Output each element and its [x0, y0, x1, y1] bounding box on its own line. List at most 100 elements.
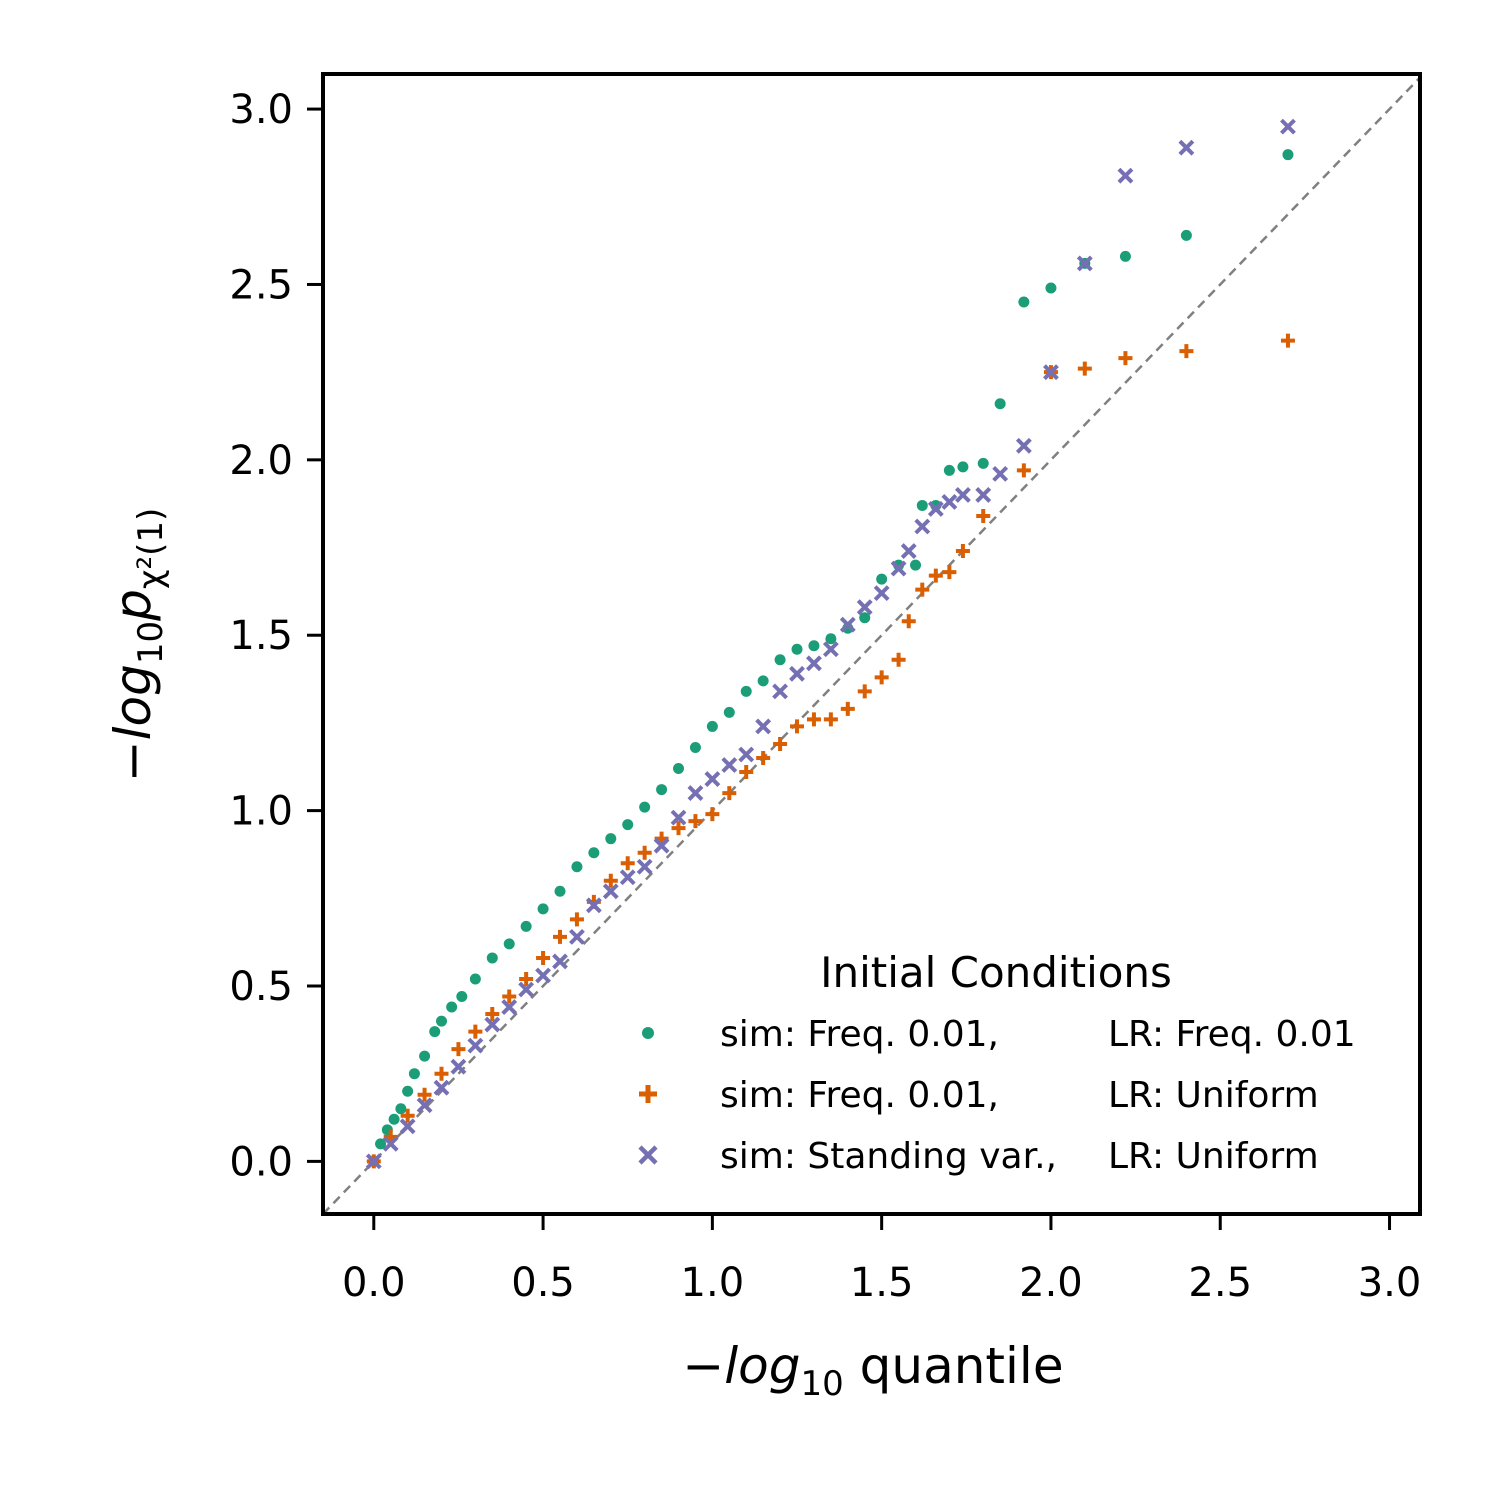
series-3-point-30 [856, 599, 873, 616]
series-1-point-45 [994, 398, 1006, 410]
series-3-point-11 [535, 967, 551, 984]
series-1-point-4 [388, 1113, 400, 1125]
series-3-point-35 [927, 501, 944, 517]
series-1-point-28 [723, 706, 735, 718]
series-3-point-3 [399, 1118, 416, 1135]
series-1-point-22 [622, 819, 634, 831]
series-1-point-11 [446, 1001, 458, 1013]
series-1-point-26 [689, 741, 701, 753]
x-tick-label-2: 0.5 [511, 1260, 575, 1306]
series-2-point-19 [671, 821, 686, 836]
series-2-point-13 [569, 912, 584, 927]
y-tick-label-5: 2.0 [229, 438, 293, 484]
series-3-point-34 [914, 518, 931, 535]
series-2-point-17 [637, 845, 652, 860]
legend-entry-3-lr: LR: Uniform [1108, 1136, 1319, 1177]
series-1-point-31 [774, 654, 786, 666]
series-2-point-32 [891, 652, 906, 667]
series-1-group [368, 149, 1294, 1167]
legend-entry-3-sim: sim: Standing var., [720, 1136, 1057, 1177]
series-2-point-38 [976, 508, 991, 523]
series-2-point-29 [840, 701, 855, 716]
series-3-point-2 [382, 1135, 399, 1152]
series-3-point-16 [619, 869, 636, 886]
series-2-point-36 [942, 565, 957, 580]
series-3-group [365, 118, 1296, 1170]
series-2-point-8 [485, 1007, 500, 1022]
series-2-point-44 [1280, 333, 1295, 348]
series-3-point-37 [955, 487, 971, 503]
series-1-point-49 [1119, 250, 1131, 262]
series-3-point-33 [900, 543, 917, 559]
series-3-point-5 [433, 1079, 450, 1096]
series-1-point-18 [554, 885, 566, 897]
series-1-point-36 [859, 612, 871, 624]
series-1-point-9 [429, 1026, 441, 1038]
series-1-point-43 [957, 461, 969, 473]
series-2-point-12 [553, 929, 568, 944]
series-1-point-50 [1180, 229, 1192, 241]
series-1-point-40 [916, 499, 928, 511]
series-1-point-33 [808, 640, 820, 652]
series-3-point-31 [873, 585, 890, 602]
series-2-point-6 [451, 1042, 466, 1057]
x-tick-label-3: 1.0 [681, 1260, 745, 1306]
series-2-point-15 [603, 873, 618, 888]
series-2-point-24 [756, 751, 771, 765]
legend-marker-plus [639, 1085, 657, 1103]
series-2-point-35 [928, 568, 943, 583]
series-3-point-44 [1178, 139, 1195, 156]
series-1-point-19 [571, 861, 583, 873]
series-1-point-30 [757, 675, 769, 687]
series-2-point-27 [806, 712, 821, 727]
series-3-point-4 [416, 1097, 433, 1114]
series-1-point-21 [605, 833, 617, 845]
series-3-point-15 [602, 883, 619, 900]
series-2-point-34 [915, 582, 930, 597]
series-3-point-1 [365, 1153, 382, 1170]
series-3-point-18 [653, 837, 670, 854]
y-tick-label-1: 0.0 [229, 1139, 293, 1185]
series-3-point-38 [975, 487, 992, 503]
series-2-point-39 [1016, 463, 1031, 478]
series-2-point-30 [857, 684, 872, 699]
series-3-point-14 [585, 897, 602, 914]
series-1-point-46 [1018, 296, 1030, 308]
series-3-point-13 [569, 928, 585, 945]
series-3-point-39 [992, 465, 1009, 482]
series-2-point-43 [1179, 344, 1194, 359]
legend-entry-1-sim: sim: Freq. 0.01, [720, 1014, 999, 1055]
y-axis-label: −log10pχ²(1) [104, 508, 171, 783]
x-axis-ticks: 0.0 0.5 1.0 1.5 2.0 2.5 3.0 [342, 1214, 1421, 1306]
series-3-point-12 [552, 953, 568, 970]
series-3-point-17 [636, 858, 653, 875]
series-2-point-33 [901, 614, 916, 629]
series-1-point-12 [456, 991, 468, 1003]
x-axis-label: −log10 quantile [682, 1337, 1063, 1404]
series-1-point-47 [1045, 282, 1057, 294]
series-1-point-37 [876, 573, 888, 585]
series-3-point-7 [467, 1037, 484, 1054]
series-1-point-25 [673, 763, 685, 775]
series-2-point-3 [400, 1108, 415, 1123]
y-axis-ticks: 0.0 0.5 1.0 1.5 2.0 2.5 3.0 [229, 87, 323, 1185]
series-1-point-32 [791, 643, 803, 655]
series-1-point-20 [588, 847, 600, 859]
series-1-point-2 [375, 1138, 387, 1150]
series-2-point-16 [620, 856, 635, 871]
legend-title: Initial Conditions [820, 948, 1172, 997]
series-2-point-42 [1118, 351, 1133, 366]
plot-frame [321, 72, 1422, 1216]
y-tick-label-2: 0.5 [229, 964, 293, 1010]
series-3-point-41 [1043, 364, 1059, 381]
series-1-point-10 [436, 1015, 448, 1027]
series-3-point-32 [890, 560, 907, 577]
series-1-point-17 [537, 903, 549, 915]
y-tick-label-4: 1.5 [229, 613, 293, 659]
series-3-point-9 [501, 999, 518, 1015]
series-1-point-7 [408, 1068, 420, 1080]
series-1-point-5 [395, 1103, 407, 1115]
series-1-point-8 [419, 1050, 431, 1062]
x-tick-label-4: 1.5 [850, 1260, 914, 1306]
